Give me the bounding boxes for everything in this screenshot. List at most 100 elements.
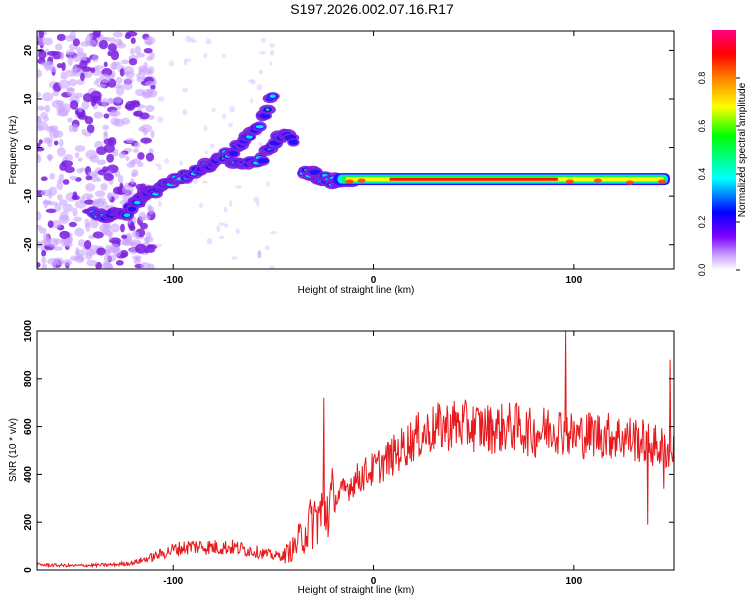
noise-speckle [146, 244, 156, 253]
noise-speckle [85, 175, 93, 181]
noise-speckle [144, 237, 150, 245]
trace-band [128, 206, 137, 212]
noise-speckle [90, 67, 96, 73]
noise-speckle [139, 222, 148, 230]
noise-speckle [138, 70, 146, 76]
noise-speckle [74, 152, 80, 159]
spectrogram-x-label: Height of straight line (km) [298, 285, 415, 296]
noise-speckle [108, 243, 120, 252]
noise-speckle [140, 261, 151, 269]
noise-speckle [101, 97, 108, 108]
noise-speckle [266, 181, 270, 188]
noise-speckle [118, 151, 127, 159]
noise-speckle [145, 104, 155, 113]
noise-speckle [45, 208, 57, 214]
noise-speckle [37, 224, 43, 230]
noise-speckle [124, 33, 132, 40]
noise-speckle [184, 58, 192, 63]
noise-speckle [37, 154, 42, 164]
noise-speckle [62, 259, 73, 266]
noise-speckle [218, 222, 226, 226]
noise-speckle [103, 138, 114, 145]
noise-speckle [79, 60, 88, 69]
trace-peak [265, 108, 270, 111]
noise-speckle [72, 38, 80, 47]
x-tick-label: 0 [371, 275, 377, 286]
snr-x-label: Height of straight line (km) [298, 585, 415, 596]
noise-speckle [79, 254, 85, 262]
noise-speckle [228, 122, 233, 128]
noise-speckle [65, 49, 76, 56]
noise-speckle [77, 239, 86, 247]
noise-speckle [37, 92, 42, 98]
figure-title: S197.2026.002.07.16.R17 [290, 1, 454, 17]
noise-speckle [41, 250, 47, 257]
noise-speckle [168, 60, 175, 67]
carrier-hotspot [593, 178, 602, 183]
noise-speckle [257, 250, 262, 259]
noise-speckle [84, 199, 95, 205]
noise-speckle [58, 173, 65, 181]
noise-speckle [62, 203, 74, 213]
noise-speckle [134, 142, 141, 149]
noise-speckle [221, 53, 226, 58]
noise-speckle [198, 202, 204, 208]
y-tick-label: 400 [23, 466, 34, 483]
noise-speckle [138, 211, 146, 222]
noise-speckle [73, 216, 82, 222]
noise-speckle [116, 104, 121, 110]
noise-speckle [269, 61, 273, 66]
noise-speckle [49, 129, 59, 139]
noise-speckle [250, 98, 254, 104]
noise-speckle [83, 131, 92, 137]
y-tick-label: 0 [23, 144, 34, 150]
noise-speckle [146, 56, 153, 61]
noise-speckle [93, 111, 104, 119]
noise-speckle [53, 140, 59, 146]
noise-speckle [41, 256, 47, 265]
noise-speckle [209, 143, 215, 149]
noise-speckle [124, 104, 133, 110]
noise-speckle [122, 81, 133, 91]
noise-speckle [37, 210, 42, 221]
noise-speckle [143, 127, 148, 136]
noise-speckle [47, 154, 52, 162]
noise-speckle [58, 79, 70, 89]
trace-band [259, 113, 271, 119]
x-tick-label: 100 [565, 576, 582, 587]
noise-speckle [130, 47, 136, 56]
noise-speckle [120, 223, 125, 233]
noise-speckle [47, 220, 54, 228]
noise-speckle [72, 54, 83, 63]
noise-speckle [51, 99, 63, 109]
noise-speckle [192, 178, 198, 185]
noise-speckle [96, 247, 106, 256]
noise-speckle [66, 87, 75, 92]
noise-speckle [106, 153, 115, 163]
noise-speckle [130, 101, 141, 108]
noise-speckle [114, 96, 123, 104]
noise-speckle [86, 124, 95, 134]
noise-speckle [72, 191, 78, 200]
snr-frame [36, 330, 675, 571]
noise-speckle [96, 177, 102, 183]
noise-speckle [85, 183, 96, 192]
y-tick-label: -10 [23, 188, 34, 203]
noise-speckle [126, 137, 135, 144]
noise-speckle [54, 203, 62, 212]
spectrogram-frame [36, 30, 675, 270]
noise-speckle [46, 50, 59, 56]
noise-speckle [259, 51, 266, 55]
noise-speckle [78, 107, 83, 113]
noise-speckle [137, 161, 144, 168]
noise-speckle [143, 61, 148, 72]
noise-speckle [182, 108, 188, 116]
noise-speckle [84, 116, 94, 125]
noise-speckle [130, 178, 135, 185]
noise-speckle [116, 42, 127, 49]
noise-speckle [121, 185, 134, 194]
noise-speckle [57, 194, 63, 201]
y-tick-label: 1000 [23, 319, 34, 342]
